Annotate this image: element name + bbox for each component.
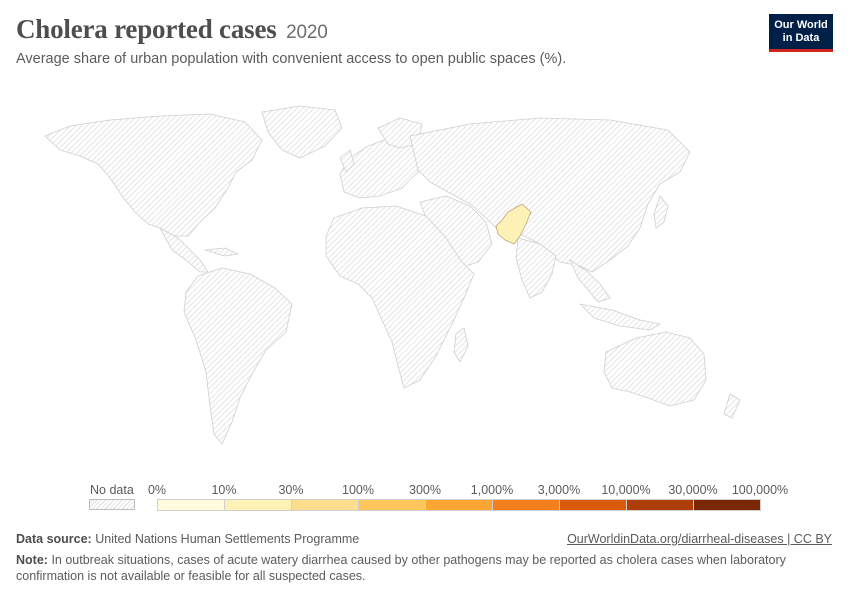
data-source: Data source: United Nations Human Settle… <box>16 532 359 546</box>
region-south-america[interactable] <box>183 267 293 445</box>
region-caribbean[interactable] <box>204 247 239 257</box>
source-label: Data source: <box>16 532 92 546</box>
legend-tick-2: 30% <box>278 483 304 497</box>
logo-line-1: Our World <box>774 19 828 31</box>
region-africa[interactable] <box>325 205 475 389</box>
legend-bin-4[interactable] <box>425 499 493 511</box>
region-russia-asia[interactable] <box>409 117 691 273</box>
note-text: In outbreak situations, cases of acute w… <box>16 553 786 583</box>
chart-subtitle: Average share of urban population with c… <box>16 51 567 67</box>
legend-bin-0[interactable] <box>157 499 225 511</box>
chart-title: Cholera reported cases 2020 <box>16 14 328 45</box>
legend-bin-2[interactable] <box>291 499 359 511</box>
region-indonesia[interactable] <box>579 303 661 331</box>
legend-bin-5[interactable] <box>492 499 560 511</box>
legend-bin-1[interactable] <box>224 499 292 511</box>
legend-no-data-swatch[interactable] <box>89 499 135 510</box>
title-year: 2020 <box>286 22 328 43</box>
source-text: United Nations Human Settlements Program… <box>95 532 360 546</box>
region-australia[interactable] <box>603 331 707 407</box>
footnote: Note: In outbreak situations, cases of a… <box>16 552 816 584</box>
legend-bin-6[interactable] <box>559 499 627 511</box>
owid-logo[interactable]: Our World in Data <box>769 14 833 52</box>
region-greenland[interactable] <box>261 105 343 159</box>
color-legend: No data 0% 10% 30% 100% 300% 1,000% 3,000% 10,0… <box>0 482 850 516</box>
legend-tick-8: 30,000% <box>668 483 718 497</box>
legend-bin-7[interactable] <box>626 499 694 511</box>
title-text: Cholera reported cases <box>16 14 277 44</box>
note-label: Note: <box>16 553 48 567</box>
legend-tick-5: 1,000% <box>470 483 514 497</box>
world-map[interactable] <box>0 88 850 458</box>
legend-tick-3: 100% <box>342 483 374 497</box>
region-japan[interactable] <box>653 195 669 229</box>
legend-bin-3[interactable] <box>358 499 426 511</box>
legend-tick-1: 10% <box>211 483 237 497</box>
region-uk[interactable] <box>339 149 355 173</box>
legend-tick-9: 100,000% <box>731 483 789 497</box>
legend-bin-8[interactable] <box>693 499 761 511</box>
region-southeast-asia[interactable] <box>569 259 611 303</box>
legend-tick-6: 3,000% <box>537 483 581 497</box>
logo-line-2: in Data <box>782 32 820 44</box>
source-url-link[interactable]: OurWorldinData.org/diarrheal-diseases | … <box>567 532 832 546</box>
region-north-america[interactable] <box>44 113 263 237</box>
region-central-america[interactable] <box>159 227 209 273</box>
country-pakistan[interactable] <box>495 203 532 245</box>
legend-tick-4: 300% <box>409 483 441 497</box>
region-madagascar[interactable] <box>453 327 469 363</box>
region-new-zealand[interactable] <box>723 393 741 419</box>
region-india[interactable] <box>515 237 557 299</box>
legend-tick-0: 0% <box>147 483 167 497</box>
legend-tick-7: 10,000% <box>601 483 651 497</box>
legend-no-data-label: No data <box>90 483 134 497</box>
